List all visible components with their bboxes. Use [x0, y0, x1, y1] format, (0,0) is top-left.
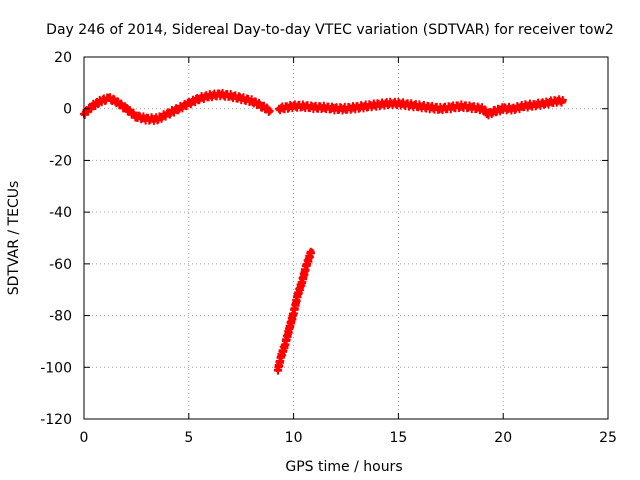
data-point [196, 95, 202, 101]
data-point [217, 91, 223, 97]
data-point [123, 106, 129, 112]
y-axis-label: SDTVAR / TECUs [6, 181, 22, 296]
data-point [249, 98, 255, 104]
axis-tick-labels: 0 5 10 15 20 25 -120 -100 -80 -60 -40 -20 0 20 [40, 50, 617, 446]
data-point [561, 98, 567, 104]
y-tick-label: -60 [49, 257, 72, 273]
data-point [259, 103, 265, 109]
data-point [492, 108, 498, 114]
y-tick-label: -40 [49, 205, 72, 221]
data-point [299, 279, 305, 285]
data-point [333, 106, 339, 112]
data-point [286, 326, 292, 331]
data-point [385, 101, 391, 107]
data-point [89, 103, 95, 109]
data-point [343, 106, 349, 112]
data-point [133, 113, 139, 119]
chart-title: Day 246 of 2014, Sidereal Day-to-day VTE… [46, 22, 614, 38]
data-point [291, 310, 297, 316]
data-point [469, 104, 475, 110]
data-point [275, 367, 281, 373]
x-tick-label: 20 [494, 430, 512, 446]
data-point [542, 101, 548, 107]
data-point [268, 108, 274, 114]
data-point [458, 103, 464, 109]
y-tick-label: 0 [63, 102, 72, 118]
data-point [112, 98, 118, 104]
data-point [186, 101, 192, 107]
data-point [312, 104, 318, 110]
x-tick-label: 25 [599, 430, 617, 446]
data-point [98, 98, 104, 104]
data-point [303, 263, 309, 269]
data-point [427, 104, 433, 110]
data-point [282, 341, 288, 347]
data-point [295, 292, 301, 298]
data-point [521, 103, 527, 109]
plot-border [83, 56, 609, 420]
x-tick-label: 0 [80, 430, 89, 446]
data-point [154, 116, 160, 122]
data-point [448, 104, 454, 110]
data-point [144, 116, 150, 122]
data-point [228, 93, 234, 99]
data-point [416, 103, 422, 109]
x-tick-label: 10 [285, 430, 303, 446]
data-point [406, 102, 412, 108]
axis-ticks [83, 56, 609, 420]
data-point [353, 104, 359, 110]
x-axis-label: GPS time / hours [285, 459, 402, 475]
data-point [395, 101, 401, 107]
data-point [308, 248, 314, 254]
data-point [437, 106, 443, 112]
data-point [364, 103, 370, 109]
data-point [165, 111, 171, 117]
series-outlier-branch [273, 247, 315, 375]
data-point [486, 111, 492, 117]
y-tick-label: 20 [54, 50, 72, 66]
data-point [106, 95, 112, 101]
x-tick-label: 5 [184, 430, 193, 446]
data-point [500, 106, 506, 112]
data-points [80, 89, 567, 375]
y-tick-label: -100 [40, 360, 72, 376]
data-point [207, 93, 213, 99]
data-point [238, 95, 244, 101]
data-point [276, 106, 282, 112]
data-point [301, 103, 307, 109]
series-main-trace [80, 89, 274, 125]
y-tick-label: -80 [49, 309, 72, 325]
data-point [511, 106, 517, 112]
data-point [553, 98, 559, 104]
data-point [291, 103, 297, 109]
data-point [278, 354, 284, 360]
data-point [479, 106, 485, 112]
data-point [175, 106, 181, 112]
series-mid-trace [274, 95, 567, 120]
y-tick-label: -120 [40, 412, 72, 428]
data-point [322, 104, 328, 110]
y-tick-label: -20 [49, 153, 72, 169]
data-point [374, 102, 380, 108]
x-tick-label: 15 [389, 430, 407, 446]
data-point [532, 102, 538, 108]
